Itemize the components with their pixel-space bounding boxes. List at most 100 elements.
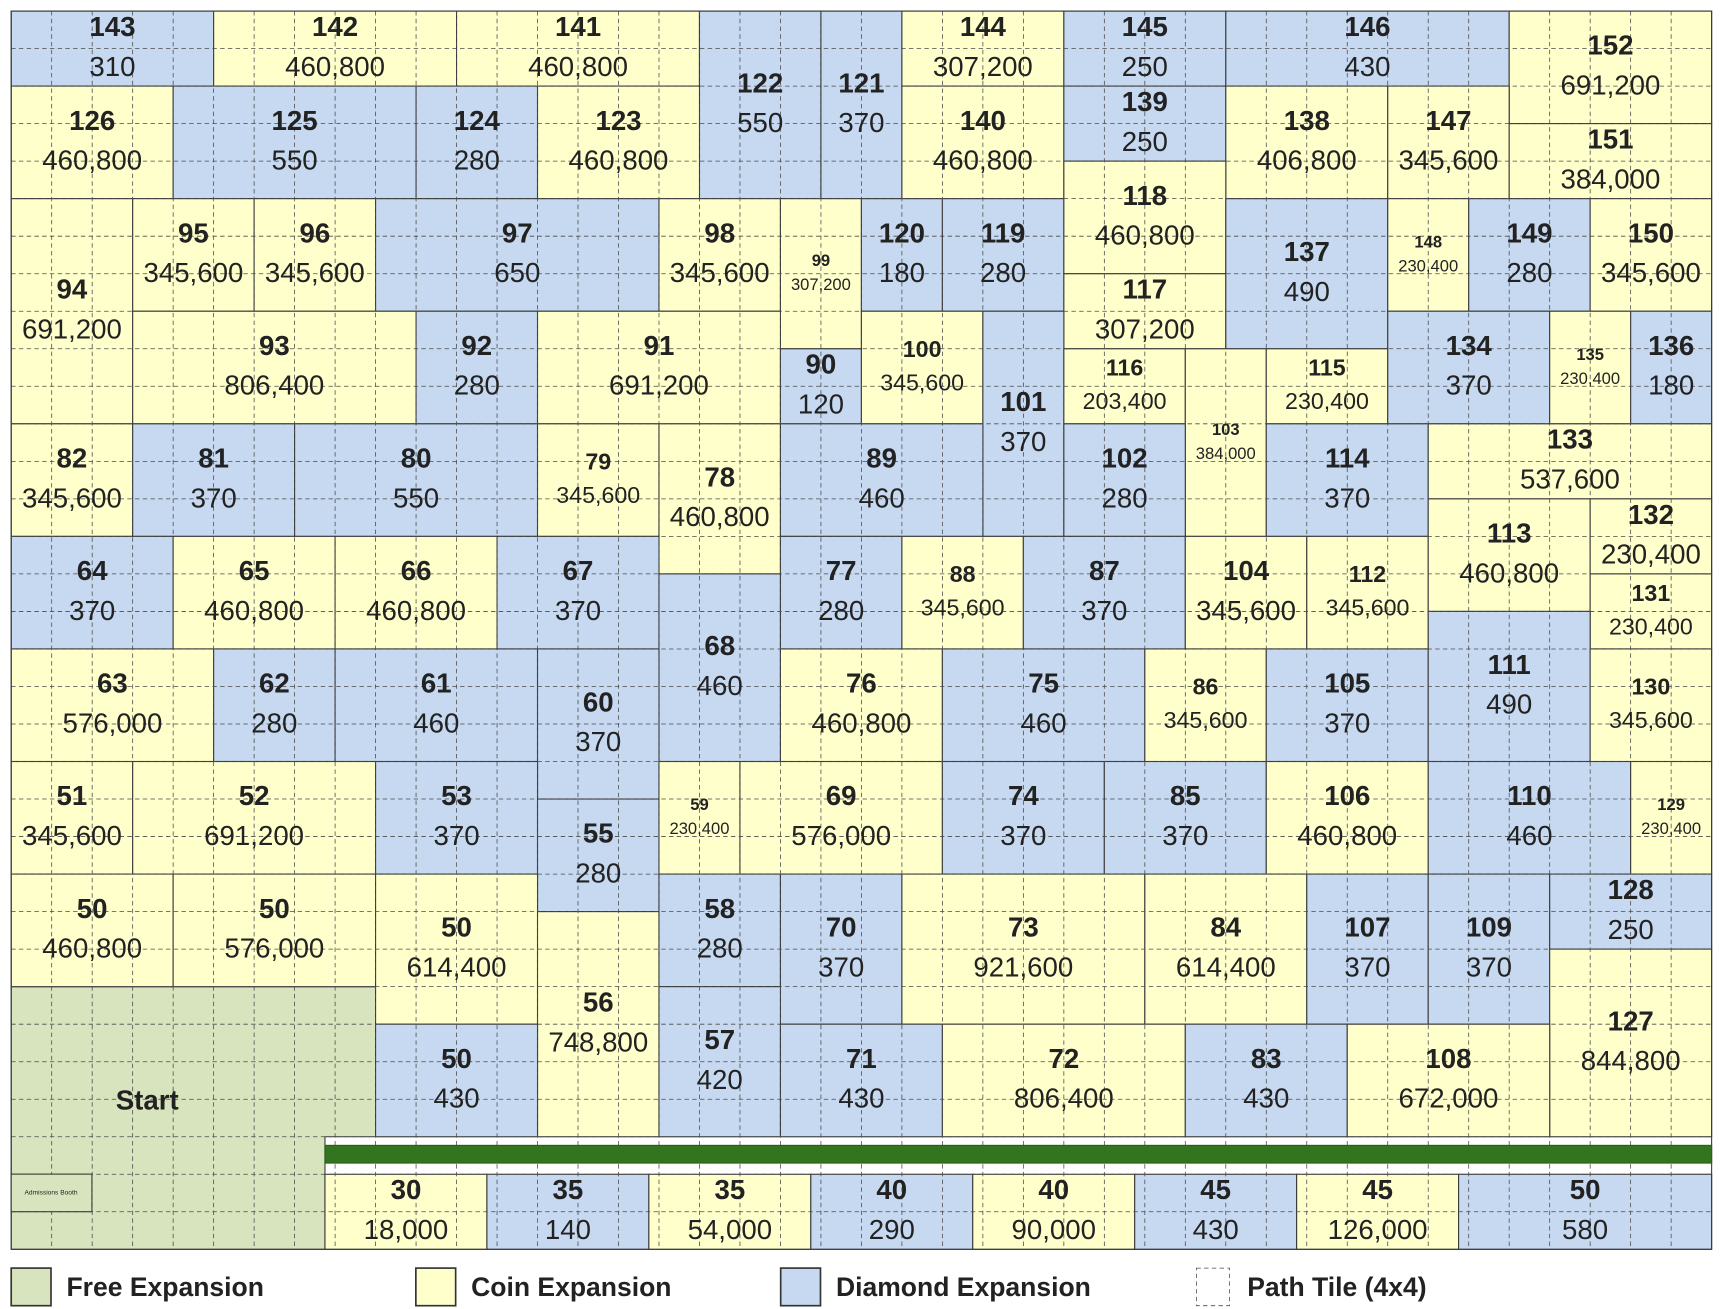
tile-number: 45 (1362, 1174, 1393, 1205)
tile-cost: 550 (737, 107, 783, 138)
tile-number: 50 (441, 912, 472, 943)
tile-cost: 280 (575, 858, 621, 889)
tile-number: 57 (704, 1024, 735, 1055)
tile-number: 147 (1425, 105, 1471, 136)
tile-cost: 460,800 (285, 51, 385, 82)
legend-swatch (779, 1267, 822, 1307)
tile-cost: 490 (1486, 689, 1532, 720)
tile-number: 102 (1102, 442, 1148, 473)
tile-cost: 430 (1243, 1083, 1289, 1114)
tile-number: 149 (1506, 217, 1552, 248)
tile-number: 141 (555, 11, 601, 42)
tile (779, 535, 903, 650)
tile (132, 310, 417, 425)
tile (1144, 648, 1267, 763)
tile-number: 91 (644, 330, 675, 361)
tile-number: 132 (1628, 499, 1674, 530)
tile-number: 105 (1324, 668, 1370, 699)
tile (658, 198, 781, 312)
tile-number: 113 (1487, 518, 1532, 549)
tile-number: 84 (1210, 912, 1241, 943)
tile-number: 72 (1048, 1043, 1079, 1074)
tile (1589, 198, 1713, 312)
tile-number: 79 (585, 449, 611, 475)
tile-cost: 460 (413, 707, 459, 738)
tile (132, 198, 255, 312)
tile-cost: 370 (1000, 820, 1046, 851)
tile-cost: 844,800 (1581, 1045, 1681, 1076)
legend-swatch (1195, 1267, 1230, 1307)
tile (10, 648, 215, 763)
tile-cost: 460,800 (811, 707, 911, 738)
tile-cost: 370 (69, 595, 115, 626)
tile-cost: 691,200 (22, 313, 122, 344)
tile-number: 131 (1632, 580, 1671, 606)
tile-cost: 430 (1193, 1214, 1239, 1245)
tile-number: 61 (421, 668, 452, 699)
tile-cost: 345,600 (1326, 595, 1410, 621)
map-border (10, 10, 1713, 1250)
tile-number: 50 (441, 1043, 472, 1074)
tile-cost: 430 (838, 1083, 884, 1114)
tile-cost: 345,600 (22, 820, 122, 851)
tile-cost: 345,600 (1196, 595, 1296, 626)
tile-number: 99 (812, 251, 830, 270)
tile-cost: 384,000 (1560, 163, 1660, 194)
tile-cost: 345,600 (143, 257, 243, 288)
legend-swatch (415, 1267, 457, 1307)
tile-cost: 576,000 (62, 707, 162, 738)
tile-number: 115 (1308, 355, 1346, 381)
tile-number: 71 (846, 1043, 877, 1074)
tile-cost: 748,800 (548, 1026, 648, 1057)
admissions-booth (10, 1173, 93, 1213)
booth-label: Admissions Booth (24, 1190, 77, 1197)
tile-number: 50 (259, 893, 290, 924)
tile-cost: 280 (818, 595, 864, 626)
tile-cost: 370 (1466, 951, 1512, 982)
tile-number: 133 (1547, 424, 1593, 455)
tile-cost: 370 (1446, 370, 1492, 401)
tile-cost: 290 (869, 1214, 915, 1245)
tile-number: 98 (704, 217, 735, 248)
tile-number: 40 (876, 1174, 907, 1205)
tile-number: 66 (401, 555, 432, 586)
tile-cost: 460 (697, 670, 743, 701)
tile-number: 60 (583, 686, 614, 717)
tile (658, 873, 781, 988)
tile-number: 35 (714, 1174, 745, 1205)
tile-number: 135 (1576, 345, 1604, 364)
tile-number: 111 (1488, 649, 1531, 680)
tile-number: 53 (441, 780, 472, 811)
tile-number: 70 (826, 912, 857, 943)
tile-cost: 576,000 (224, 933, 324, 964)
tile-number: 88 (950, 561, 976, 587)
tile (1427, 760, 1632, 875)
tile (253, 198, 377, 312)
tile-cost: 280 (1102, 482, 1148, 513)
tile-cost: 230,400 (1560, 369, 1620, 388)
tile (10, 873, 174, 988)
tile-cost: 370 (1324, 707, 1370, 738)
tile-number: 121 (838, 67, 884, 98)
tile-number: 64 (77, 555, 108, 586)
tile-cost: 203,400 (1083, 388, 1167, 414)
tile-cost: 576,000 (791, 820, 891, 851)
tile-cost: 691,200 (204, 820, 304, 851)
tile-number: 134 (1446, 330, 1493, 361)
tile-number: 73 (1008, 912, 1039, 943)
tile-number: 50 (77, 893, 108, 924)
tile-number: 151 (1587, 124, 1633, 155)
tile-number: 69 (826, 780, 857, 811)
tile (739, 760, 943, 875)
tile-number: 62 (259, 668, 290, 699)
tile-number: 77 (826, 555, 857, 586)
tile-cost: 460,800 (42, 933, 142, 964)
tile-number: 101 (1000, 386, 1046, 417)
tile-number: 78 (704, 461, 735, 492)
tile-number: 112 (1349, 561, 1386, 587)
tile-cost: 280 (980, 257, 1026, 288)
tile-cost: 460,800 (569, 145, 669, 176)
tile-number: 104 (1223, 555, 1270, 586)
tile-cost: 345,600 (1399, 145, 1499, 176)
